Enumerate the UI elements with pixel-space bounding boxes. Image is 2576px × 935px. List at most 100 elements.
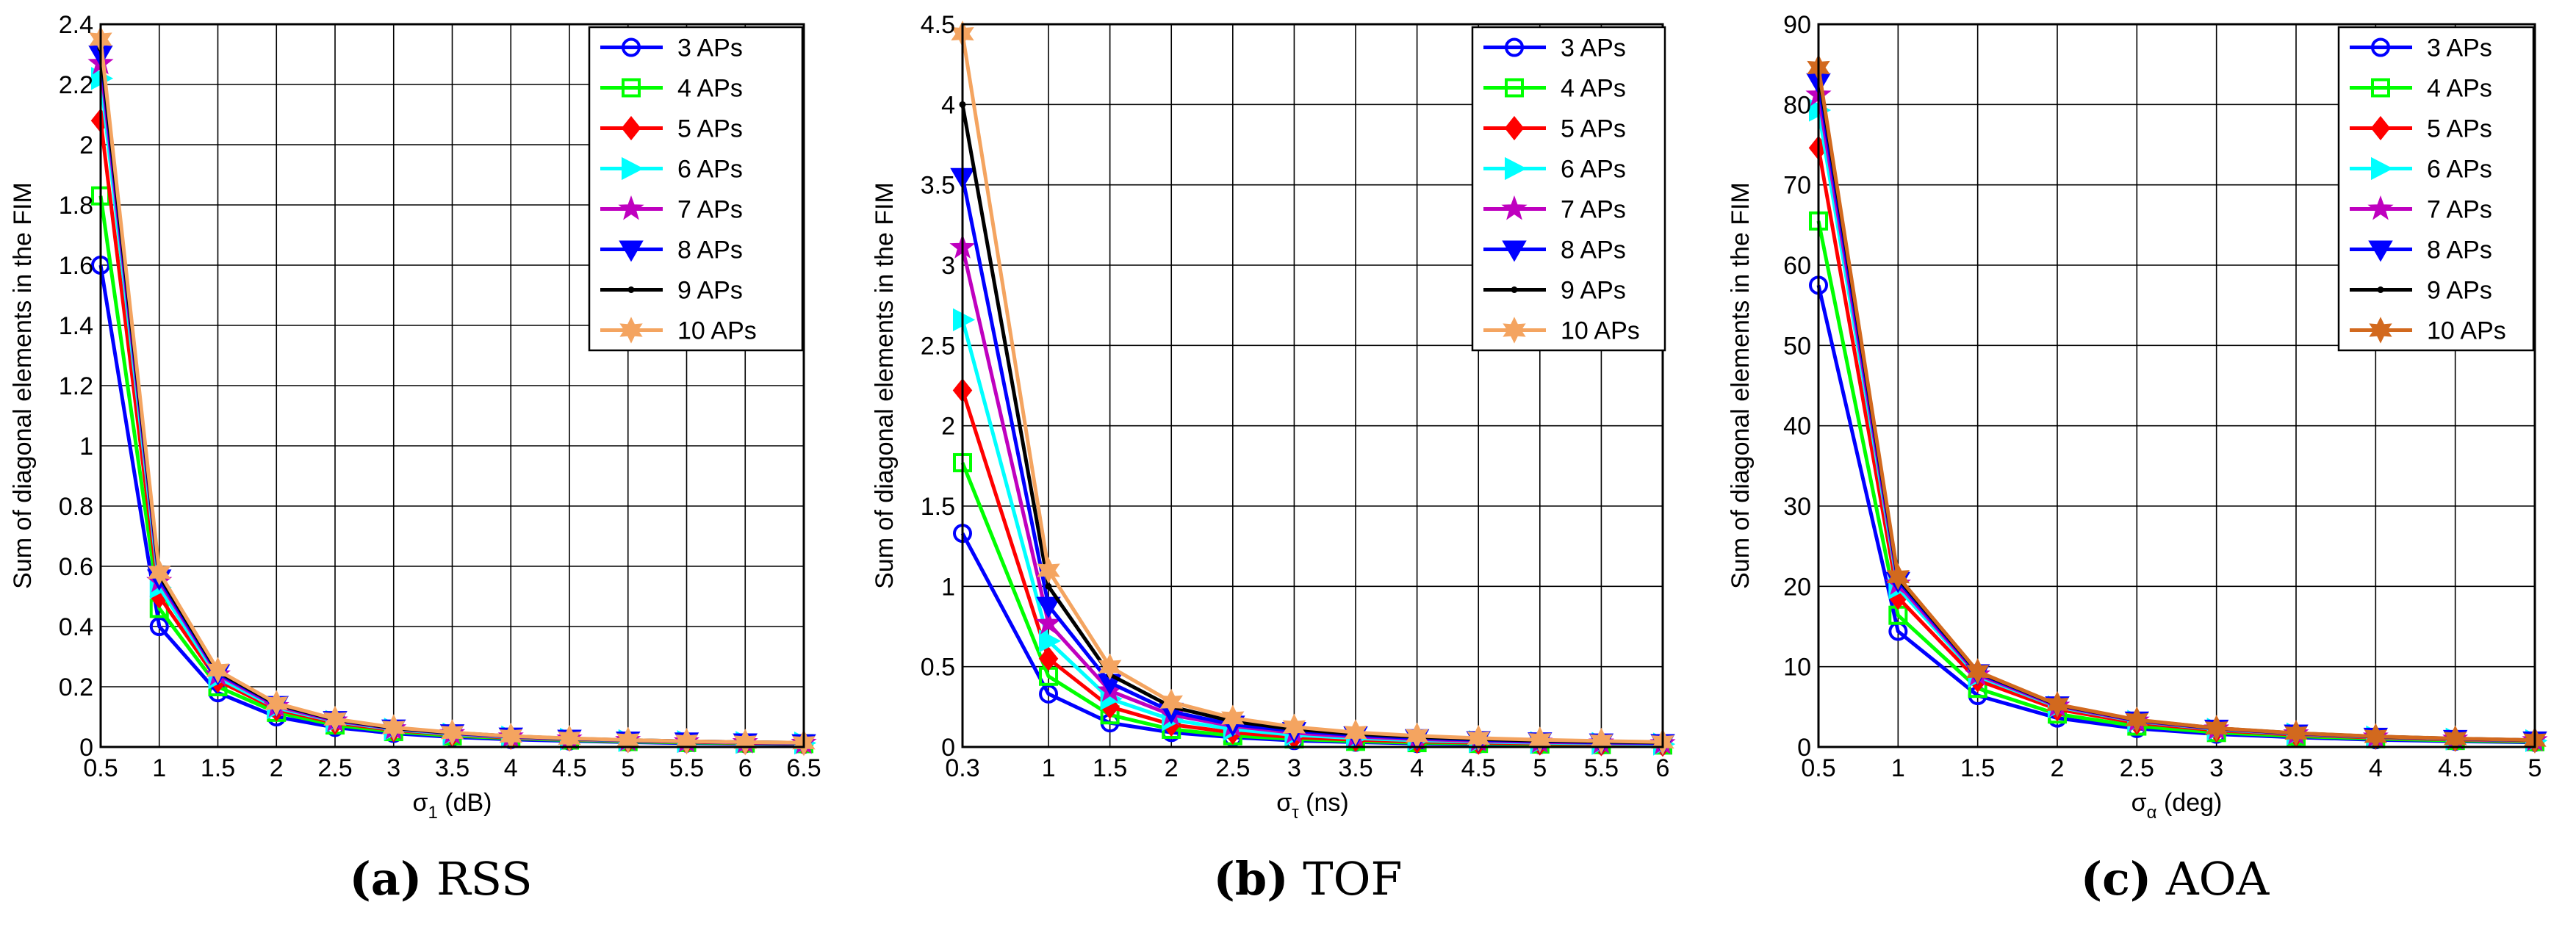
legend-label: 3 APs xyxy=(1561,35,1626,62)
legend-item-9-aps: 9 APs xyxy=(2350,277,2492,305)
data-point-10-aps xyxy=(616,726,640,754)
data-point-10-aps xyxy=(1528,726,1552,754)
x-tick-label: 4.5 xyxy=(2438,754,2472,782)
legend-item-3-aps: 3 APs xyxy=(1483,35,1626,62)
data-point-10-aps xyxy=(148,559,171,586)
data-point-6-aps xyxy=(1039,629,1062,653)
legend-label: 10 APs xyxy=(2427,317,2506,345)
x-tick-label: 4.5 xyxy=(1461,754,1496,782)
y-tick-label: 0 xyxy=(941,734,955,762)
legend-marker xyxy=(619,240,644,262)
x-tick-label: 1.5 xyxy=(1093,754,1127,782)
y-tick-label: 1 xyxy=(941,573,955,601)
legend-item-3-aps: 3 APs xyxy=(600,35,743,62)
panel-caption: (b) TOF xyxy=(1214,852,1403,906)
legend-marker xyxy=(2371,78,2390,98)
data-point-10-aps xyxy=(2046,690,2069,718)
legend-marker xyxy=(1503,317,1526,344)
legend-label: 9 APs xyxy=(1561,277,1626,305)
y-tick-label: 0.4 xyxy=(59,613,93,641)
y-tick-label: 4 xyxy=(941,91,955,119)
legend-item-4-aps: 4 APs xyxy=(600,75,743,103)
x-tick-label: 1.5 xyxy=(1960,754,1995,782)
data-point-10-aps xyxy=(1405,722,1429,749)
data-point-10-aps xyxy=(558,724,581,752)
legend-item-7-aps: 7 APs xyxy=(600,195,743,224)
legend-item-7-aps: 7 APs xyxy=(2350,195,2492,224)
legend-item-9-aps: 9 APs xyxy=(600,277,743,305)
legend-marker xyxy=(2369,317,2392,344)
data-point-9-aps xyxy=(1045,582,1052,590)
x-tick-label: 2 xyxy=(270,754,284,782)
data-point-10-aps xyxy=(381,714,406,741)
legend-label: 8 APs xyxy=(2427,237,2492,264)
y-tick-label: 2.5 xyxy=(921,332,955,360)
x-tick-label: 5 xyxy=(2528,754,2542,782)
legend-marker xyxy=(1505,156,1528,181)
legend-label: 3 APs xyxy=(677,35,743,62)
legend-item-5-aps: 5 APs xyxy=(600,115,743,143)
x-tick-label: 5 xyxy=(1533,754,1547,782)
x-axis-label: στ (ns) xyxy=(1276,789,1348,823)
legend-marker xyxy=(2368,240,2393,262)
y-tick-label: 1.2 xyxy=(59,372,93,400)
legend-marker xyxy=(621,115,641,141)
legend-label: 7 APs xyxy=(677,196,743,224)
data-point-10-aps xyxy=(1037,557,1060,584)
legend-marker xyxy=(622,78,641,98)
legend-item-5-aps: 5 APs xyxy=(2350,115,2492,143)
legend-item-4-aps: 4 APs xyxy=(2350,75,2492,103)
x-tick-label: 0.5 xyxy=(1801,754,1835,782)
y-tick-label: 4.5 xyxy=(921,11,955,39)
y-tick-label: 2.2 xyxy=(59,71,93,99)
legend-marker xyxy=(1502,240,1527,262)
legend-label: 4 APs xyxy=(1561,75,1626,103)
legend-marker xyxy=(622,37,641,57)
x-tick-label: 1 xyxy=(1891,754,1905,782)
data-point-10-aps xyxy=(2364,723,2388,750)
y-tick-label: 1 xyxy=(79,433,93,461)
legend-marker xyxy=(1511,286,1518,293)
legend-label: 5 APs xyxy=(2427,115,2492,143)
legend-marker xyxy=(2377,286,2384,293)
legend-marker xyxy=(1504,115,1525,141)
legend-item-10-aps: 10 APs xyxy=(600,317,757,345)
y-tick-label: 0.6 xyxy=(59,553,93,581)
x-tick-label: 1.5 xyxy=(201,754,235,782)
data-point-10-aps xyxy=(1886,563,1910,591)
legend-label: 7 APs xyxy=(1561,196,1626,224)
y-tick-label: 2.4 xyxy=(59,11,93,39)
x-tick-label: 2.5 xyxy=(317,754,352,782)
x-tick-label: 2 xyxy=(2051,754,2065,782)
legend-box xyxy=(1471,26,1666,352)
data-point-10-aps xyxy=(1221,704,1245,732)
axes-frame xyxy=(961,23,1664,748)
y-tick-label: 10 xyxy=(1783,654,1811,682)
data-point-10-aps xyxy=(674,728,699,755)
legend: 3 APs 4 APs 5 APs 6 APs 7 APs 8 APs 9 APs 10 AP… xyxy=(1471,26,1666,352)
legend: 3 APs 4 APs 5 APs 6 APs 7 APs 8 APs 9 APs 10 AP… xyxy=(588,26,804,352)
legend-label: 6 APs xyxy=(677,156,743,184)
x-tick-label: 2.5 xyxy=(2120,754,2154,782)
legend-label: 10 APs xyxy=(1561,317,1640,345)
legend-label: 4 APs xyxy=(677,75,743,103)
data-point-10-aps xyxy=(2284,719,2308,747)
legend-item-6-aps: 6 APs xyxy=(2350,156,2492,184)
legend-marker xyxy=(2371,37,2390,57)
x-tick-label: 6 xyxy=(1656,754,1670,782)
x-tick-label: 5.5 xyxy=(1584,754,1619,782)
panel-b-tof: 0.3 1 1.5 2 2.5 3 3.5 4 4.5 5 5.5 6 0 0.5 1 1.5 2 2.5 3 3.5… xyxy=(871,11,1676,906)
legend-label: 3 APs xyxy=(2427,35,2492,62)
y-tick-label: 1.5 xyxy=(921,493,955,521)
legend-item-9-aps: 9 APs xyxy=(1483,277,1626,305)
x-tick-label: 2.5 xyxy=(1215,754,1250,782)
data-point-5-aps xyxy=(1038,646,1059,671)
x-tick-label: 6.5 xyxy=(786,754,821,782)
y-axis-label: Sum of diagonal elements in the FIM xyxy=(9,182,37,589)
legend-item-3-aps: 3 APs xyxy=(2350,35,2492,62)
legend-marker xyxy=(1501,195,1528,220)
y-tick-label: 0 xyxy=(1797,734,1811,762)
legend-marker xyxy=(619,317,643,344)
axes-frame xyxy=(1817,23,2536,748)
